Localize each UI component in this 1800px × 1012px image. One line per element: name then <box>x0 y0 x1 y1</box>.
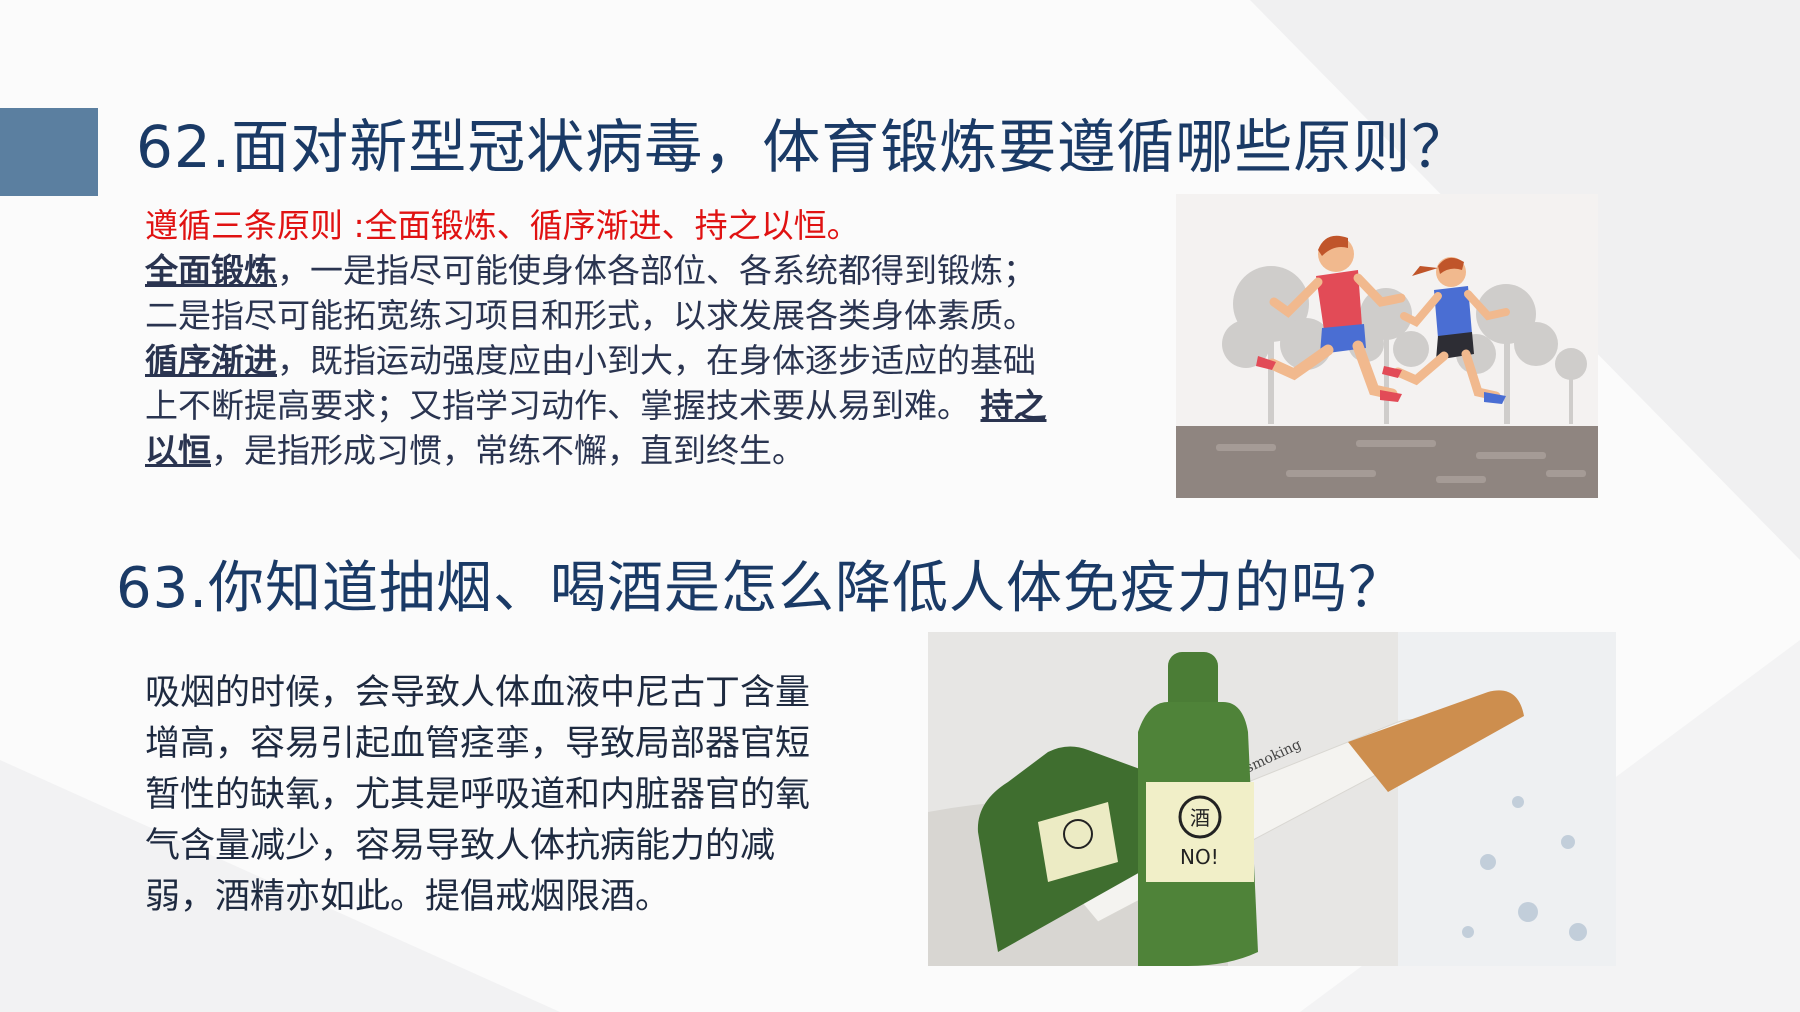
principles-detail: 全面锻炼，一是指尽可能使身体各部位、各系统都得到锻炼；二是指尽可能拓宽练习项目和… <box>145 248 1065 473</box>
detail-comprehensive: ，一是指尽可能使身体各部位、各系统都得到锻炼；二是指尽可能拓宽练习项目和形式，以… <box>145 251 1036 335</box>
bottle-sign-text: 酒 <box>1190 806 1210 830</box>
exercise-principles-text: 遵循三条原则 :全面锻炼、循序渐进、持之以恒。 全面锻炼，一是指尽可能使身体各部… <box>145 203 1065 473</box>
running-people-illustration <box>1176 194 1598 498</box>
term-persistence: 持之以恒 <box>145 386 1047 470</box>
question-63-title: 63.你知道抽烟、喝酒是怎么降低人体免疫力的吗？ <box>116 556 1406 621</box>
runner-woman <box>1382 257 1510 404</box>
runner-man <box>1256 235 1406 402</box>
question-62-title: 62.面对新型冠状病毒，体育锻炼要遵循哪些原则？ <box>136 113 1471 181</box>
bottle-cigarette-pillows-photo: no smoking 酒 NO! <box>928 632 1616 966</box>
smoking-drinking-text: 吸烟的时候，会导致人体血液中尼古丁含量增高，容易引起血管痉挛，导致局部器官短暂性… <box>145 673 811 917</box>
detail-gradual: ，既指运动强度应由小到大，在身体逐步适应的基础上不断提高要求；又指学习动作、掌握… <box>145 341 1036 425</box>
principles-summary: 遵循三条原则 :全面锻炼、循序渐进、持之以恒。 <box>145 206 860 245</box>
detail-persistence: ，是指形成习惯，常练不懈，直到终生。 <box>211 431 805 470</box>
title-accent-block <box>0 108 98 196</box>
term-comprehensive: 全面锻炼 <box>145 251 277 290</box>
bottle-pillow: 酒 NO! <box>977 652 1258 966</box>
term-gradual: 循序渐进 <box>145 341 277 380</box>
bottle-label-text: NO! <box>1180 845 1219 869</box>
